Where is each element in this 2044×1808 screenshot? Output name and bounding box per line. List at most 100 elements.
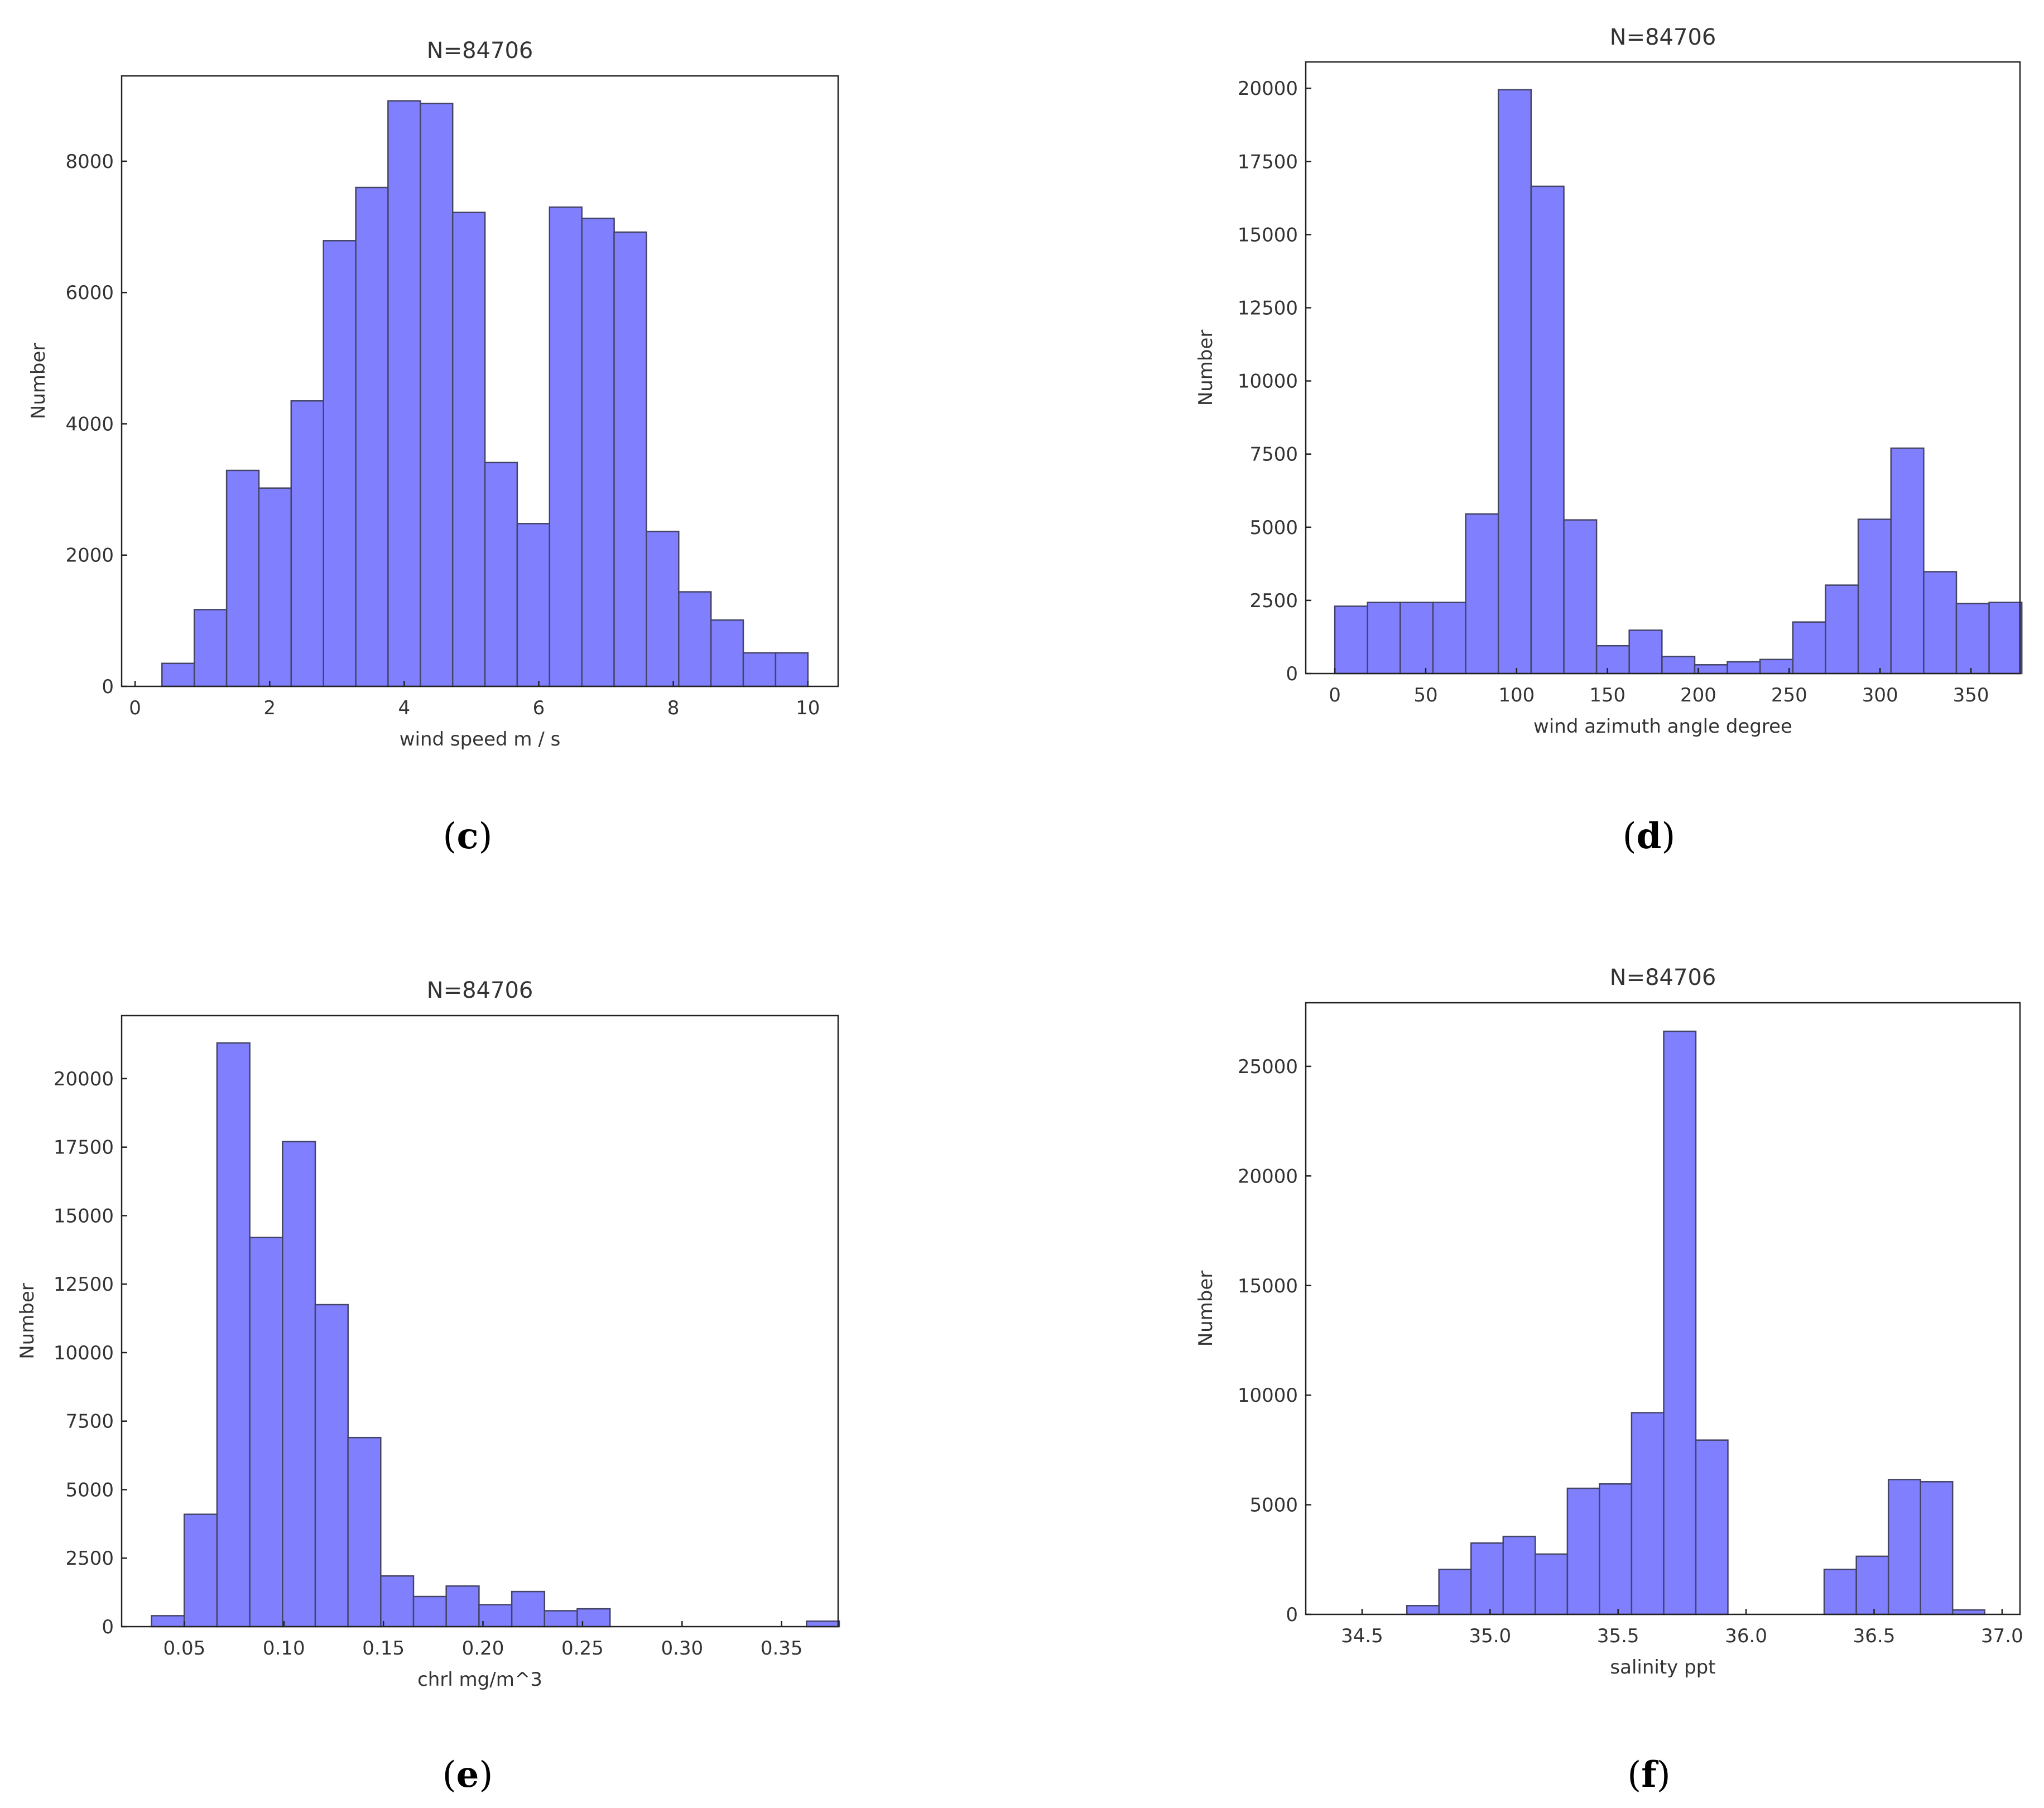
x-tick-label: 6 <box>533 697 545 719</box>
histogram-bar <box>742 652 777 687</box>
y-tick-label: 10000 <box>1238 371 1298 393</box>
histogram-bar <box>1923 571 1958 675</box>
histogram-bar <box>249 1237 283 1628</box>
histogram-bar <box>323 240 357 687</box>
histogram-bar <box>1663 1030 1697 1615</box>
histogram-bar <box>412 1595 447 1628</box>
histogram-bar <box>775 652 809 687</box>
histogram-bar <box>1406 1605 1440 1615</box>
histogram-bar <box>549 206 583 687</box>
histogram-bar <box>1792 621 1826 675</box>
x-tick-label: 0.30 <box>661 1637 703 1660</box>
histogram-bar <box>1502 1536 1536 1615</box>
x-tick-label: 34.5 <box>1341 1625 1383 1647</box>
histogram-bar <box>1334 605 1368 675</box>
histogram-bar <box>1694 664 1728 675</box>
x-tick-label: 100 <box>1498 684 1535 706</box>
axes-frame <box>121 75 839 687</box>
panel-caption: (d) <box>1623 815 1676 857</box>
histogram-bar <box>151 1615 185 1628</box>
histogram-bar <box>613 231 647 687</box>
x-tick-label: 0 <box>1329 684 1341 706</box>
histogram-bar <box>1631 1412 1665 1615</box>
panel-letter: c <box>457 815 479 857</box>
y-tick-label: 5000 <box>1249 1494 1298 1517</box>
histogram-bar <box>478 1604 513 1628</box>
histogram-bar <box>1855 1555 1889 1615</box>
histogram-bar <box>484 461 518 687</box>
panel-letter: f <box>1641 1754 1658 1796</box>
x-axis-label: wind azimuth angle degree <box>1533 715 1792 738</box>
y-tick-label: 17500 <box>54 1137 114 1159</box>
y-tick-label: 0 <box>102 676 114 698</box>
y-tick-label: 2500 <box>1249 590 1298 612</box>
y-tick-label: 2000 <box>65 545 114 567</box>
x-tick-label: 0.10 <box>263 1637 305 1660</box>
histogram-bar <box>516 523 551 687</box>
histogram-bar <box>1988 602 2023 675</box>
histogram-bar <box>1566 1487 1600 1615</box>
panel-caption: (e) <box>443 1754 493 1796</box>
histogram-bar <box>1535 1553 1569 1615</box>
y-tick-label: 10000 <box>1238 1384 1298 1407</box>
y-tick-label: 0 <box>102 1616 114 1638</box>
histogram-bar <box>1726 661 1761 675</box>
y-tick-label: 4000 <box>65 413 114 435</box>
histogram-bar <box>1595 645 1630 675</box>
histogram-bar <box>193 609 228 687</box>
histogram-bar <box>1497 89 1532 675</box>
histogram-bar <box>445 1585 480 1628</box>
histogram-bar <box>258 487 292 687</box>
histogram-bar <box>314 1304 349 1628</box>
y-tick-label: 7500 <box>65 1411 114 1433</box>
y-tick-label: 5000 <box>1249 517 1298 539</box>
histogram-bar <box>282 1141 316 1628</box>
x-tick-label: 350 <box>1953 684 1989 706</box>
histogram-bar <box>1432 602 1466 675</box>
x-tick-label: 0.20 <box>462 1637 504 1660</box>
axes-frame <box>1305 1002 2021 1615</box>
histogram-bar <box>1857 518 1892 675</box>
histogram-bar <box>347 1436 382 1628</box>
histogram-bar <box>1695 1439 1729 1615</box>
y-tick-label: 2500 <box>65 1547 114 1570</box>
y-tick-label: 15000 <box>54 1205 114 1227</box>
x-tick-label: 0.05 <box>163 1637 206 1660</box>
histogram-bar <box>1399 602 1434 675</box>
y-tick-label: 0 <box>1286 1604 1298 1626</box>
histogram-bar <box>1823 1569 1857 1615</box>
chart-title: N=84706 <box>427 38 533 64</box>
chart-title: N=84706 <box>1610 25 1716 50</box>
histogram-bar <box>183 1513 218 1628</box>
x-tick-label: 50 <box>1413 684 1437 706</box>
histogram-bar <box>646 531 680 687</box>
x-tick-label: 0.35 <box>761 1637 803 1660</box>
x-tick-label: 200 <box>1680 684 1716 706</box>
histogram-salinity: 34.5 35.0 35.5 36.0 36.5 37.0 0 5000 10000 15000 2… <box>1195 965 2023 1796</box>
histogram-wind-azimuth: 0 50 100 150 200 250 300 350 0 2500 5000 7500 10000 1… <box>1195 25 2023 857</box>
x-tick-label: 150 <box>1589 684 1625 706</box>
axes-frame <box>1305 61 2021 675</box>
histogram-bar <box>225 469 260 687</box>
histogram-bar <box>1563 519 1598 675</box>
histogram-bar <box>1890 447 1925 675</box>
histogram-bar <box>678 591 712 687</box>
panel-letter: d <box>1637 815 1662 857</box>
x-tick-label: 250 <box>1771 684 1807 706</box>
y-tick-label: 12500 <box>54 1273 114 1296</box>
histogram-bar <box>387 100 421 687</box>
histogram-chlorophyll: 0.05 0.10 0.15 0.20 0.25 0.30 0.35 0 2500 5000 750… <box>16 978 840 1796</box>
histogram-bar <box>290 400 324 687</box>
chart-title: N=84706 <box>427 978 533 1003</box>
y-axis-label: Number <box>16 1283 39 1359</box>
y-tick-label: 10000 <box>54 1342 114 1364</box>
histogram-bar <box>710 619 744 687</box>
x-tick-label: 35.5 <box>1597 1625 1639 1647</box>
y-axis-label: Number <box>1195 330 1217 406</box>
histogram-bar <box>1465 513 1499 675</box>
x-tick-label: 37.0 <box>1981 1625 2023 1647</box>
y-tick-label: 8000 <box>65 151 114 173</box>
y-tick-label: 5000 <box>65 1479 114 1501</box>
histogram-bar <box>544 1610 578 1628</box>
histogram-bar <box>511 1590 546 1628</box>
